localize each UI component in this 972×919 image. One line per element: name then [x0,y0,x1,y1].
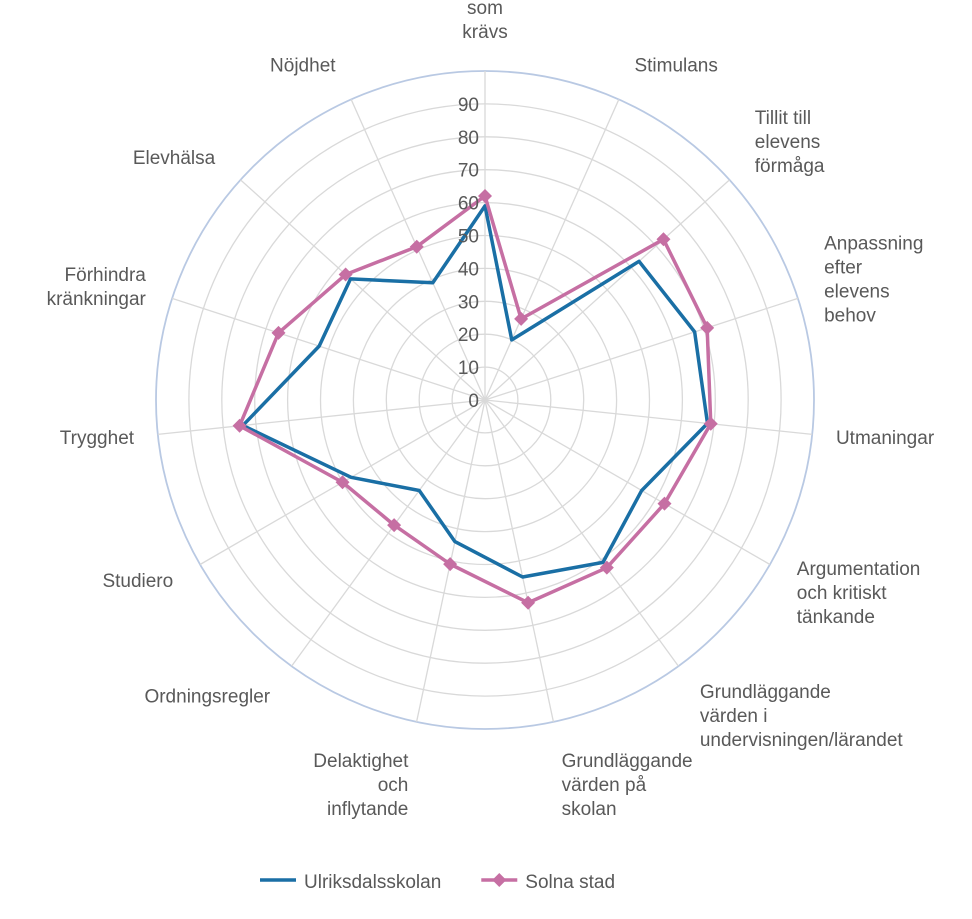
spoke [171,297,486,401]
legend-marker [492,873,507,887]
r-tick-label: 70 [458,161,479,182]
marker [599,560,614,575]
marker [521,595,536,610]
category-label: Stimulans [634,55,717,76]
marker [657,496,672,511]
marker [387,518,402,533]
category-label: Förhindra kränkningar [47,265,147,310]
r-tick-label: 30 [458,292,479,313]
marker [271,325,286,340]
r-tick-label: 90 [458,95,479,116]
legend-label: Solna stad [525,872,615,893]
category-label: Elevhälsa [133,148,216,169]
category-label: Argumentation och kritiskt tänkande [797,559,921,628]
category-label: Nöjdhet [270,55,336,76]
marker [703,416,718,431]
category-label: Grundläggande värden i undervisningen/lära… [700,682,904,751]
marker [232,418,247,433]
r-tick-label: 50 [458,227,479,248]
spoke [484,399,679,667]
spoke [157,399,486,436]
r-tick-label: 10 [458,358,479,379]
category-label: Veta vadsomkrävs [448,0,522,43]
marker [700,320,715,335]
category-label: Anpassning efter elevens behov [824,234,923,327]
marker [656,232,671,247]
marker [335,475,350,490]
spoke [484,399,555,722]
category-label: Utmaningar [836,428,935,449]
category-label: Trygghet [60,428,135,449]
category-label: Tillit till elevens förmåga [755,108,825,177]
spoke [484,99,620,401]
marker [478,189,492,204]
spoke [240,179,486,401]
r-tick-label: 40 [458,259,479,280]
category-label: Grundläggande värden på skolan [562,751,693,820]
category-label: Ordningsregler [144,687,270,708]
r-tick-label: 60 [458,194,479,215]
spoke [484,297,799,401]
marker [338,267,353,282]
spoke [484,399,813,436]
spoke [484,399,771,566]
series-line [237,194,713,605]
marker [514,311,529,326]
spoke [291,399,486,667]
series-line [241,204,710,579]
r-tick-label: 80 [458,128,479,149]
legend-label: Ulriksdalsskolan [304,872,441,893]
marker [409,239,424,254]
spoke [484,179,730,401]
r-tick-label: 20 [458,325,479,346]
r-tick-label: 0 [468,391,479,412]
marker [443,557,458,572]
category-label: Studiero [102,571,173,592]
category-label: Delaktighet och inflytande [313,751,409,820]
